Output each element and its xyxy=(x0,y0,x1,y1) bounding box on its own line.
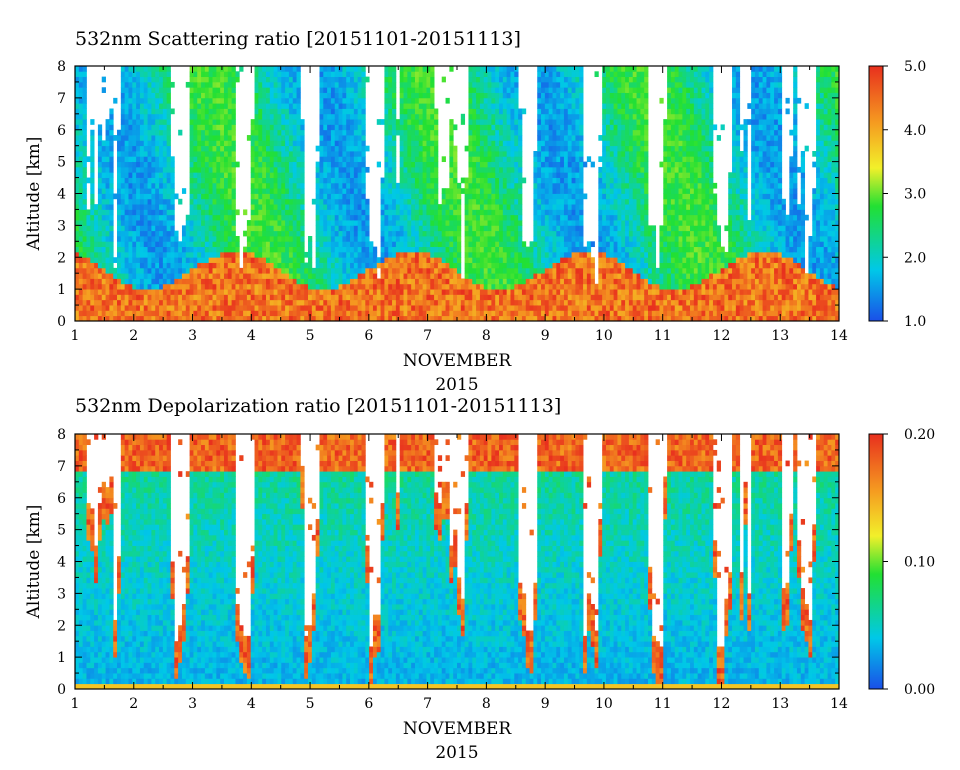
y-tick-label: 7 xyxy=(57,459,66,475)
y-tick-label: 0 xyxy=(57,314,66,330)
y-tick-label: 3 xyxy=(57,586,66,602)
x-tick-label: 8 xyxy=(482,696,491,712)
x-tick-label: 1 xyxy=(71,696,80,712)
y-tick-label: 8 xyxy=(57,59,66,75)
y-tick-label: 6 xyxy=(57,123,66,139)
x-tick-label: 3 xyxy=(188,696,197,712)
x-tick-label: 13 xyxy=(771,696,789,712)
colorbar-gradient xyxy=(868,65,884,322)
x-tick-label: 13 xyxy=(771,328,789,344)
heatmap-field xyxy=(75,66,840,322)
colorbar-gradient xyxy=(868,433,884,690)
x-tick-label: 6 xyxy=(364,696,373,712)
y-tick-label: 2 xyxy=(57,618,66,634)
x-tick-label: 11 xyxy=(654,328,672,344)
y-axis-label: Altitude [km] xyxy=(24,137,44,252)
x-tick-label: 2 xyxy=(129,696,138,712)
y-tick-label: 6 xyxy=(57,491,66,507)
x-tick-label: 14 xyxy=(830,328,848,344)
y-tick-label: 1 xyxy=(57,282,66,298)
x-axis-label: NOVEMBER xyxy=(403,351,513,371)
x-tick-label: 9 xyxy=(541,328,550,344)
colorbar-tick-label: 3.0 xyxy=(904,187,926,203)
x-tick-label: 10 xyxy=(595,696,613,712)
y-tick-label: 7 xyxy=(57,91,66,107)
colorbar: 0.00 0.10 0.20 xyxy=(868,427,935,698)
chart-title: 532nm Depolarization ratio [20151101-201… xyxy=(75,395,561,417)
colorbar-tick-label: 0.10 xyxy=(904,555,935,571)
x-tick-label: 1 xyxy=(71,328,80,344)
y-tick-label: 8 xyxy=(57,427,66,443)
y-tick-label: 4 xyxy=(57,187,66,203)
x-tick-label: 14 xyxy=(830,696,848,712)
y-tick-label: 3 xyxy=(57,218,66,234)
x-tick-label: 4 xyxy=(247,696,256,712)
x-tick-label: 7 xyxy=(423,696,432,712)
chart-panel-scatter: 532nm Scattering ratio [20151101-2015111… xyxy=(24,28,926,395)
x-tick-label: 4 xyxy=(247,328,256,344)
colorbar-tick-label: 1.0 xyxy=(904,314,926,330)
x-tick-label: 6 xyxy=(364,328,373,344)
heatmap-field xyxy=(75,434,840,690)
chart-title: 532nm Scattering ratio [20151101-2015111… xyxy=(75,28,521,50)
colorbar-tick-label: 4.0 xyxy=(904,123,926,139)
colorbar-tick-label: 5.0 xyxy=(904,59,926,75)
colorbar-tick-label: 0.00 xyxy=(904,682,935,698)
colorbar-tick-label: 2.0 xyxy=(904,250,926,266)
y-axis-label: Altitude [km] xyxy=(24,505,44,620)
x-axis-label: NOVEMBER xyxy=(403,719,513,739)
x-tick-label: 12 xyxy=(713,328,731,344)
x-tick-label: 5 xyxy=(306,328,315,344)
y-tick-label: 5 xyxy=(57,155,66,171)
y-tick-label: 5 xyxy=(57,523,66,539)
x-tick-label: 9 xyxy=(541,696,550,712)
y-tick-label: 0 xyxy=(57,682,66,698)
colorbar: 1.0 2.0 3.0 4.0 5.0 xyxy=(868,59,926,330)
x-tick-label: 2 xyxy=(129,328,138,344)
chart-panel-depol: 532nm Depolarization ratio [20151101-201… xyxy=(24,395,935,763)
x-tick-label: 3 xyxy=(188,328,197,344)
y-tick-label: 2 xyxy=(57,250,66,266)
x-tick-label: 12 xyxy=(713,696,731,712)
x-axis-label-year: 2015 xyxy=(435,743,478,763)
colorbar-tick-label: 0.20 xyxy=(904,427,935,443)
y-tick-label: 4 xyxy=(57,555,66,571)
x-tick-label: 5 xyxy=(306,696,315,712)
x-tick-label: 8 xyxy=(482,328,491,344)
x-tick-label: 11 xyxy=(654,696,672,712)
x-tick-label: 10 xyxy=(595,328,613,344)
x-axis-label-year: 2015 xyxy=(435,375,478,395)
x-tick-label: 7 xyxy=(423,328,432,344)
y-tick-label: 1 xyxy=(57,650,66,666)
